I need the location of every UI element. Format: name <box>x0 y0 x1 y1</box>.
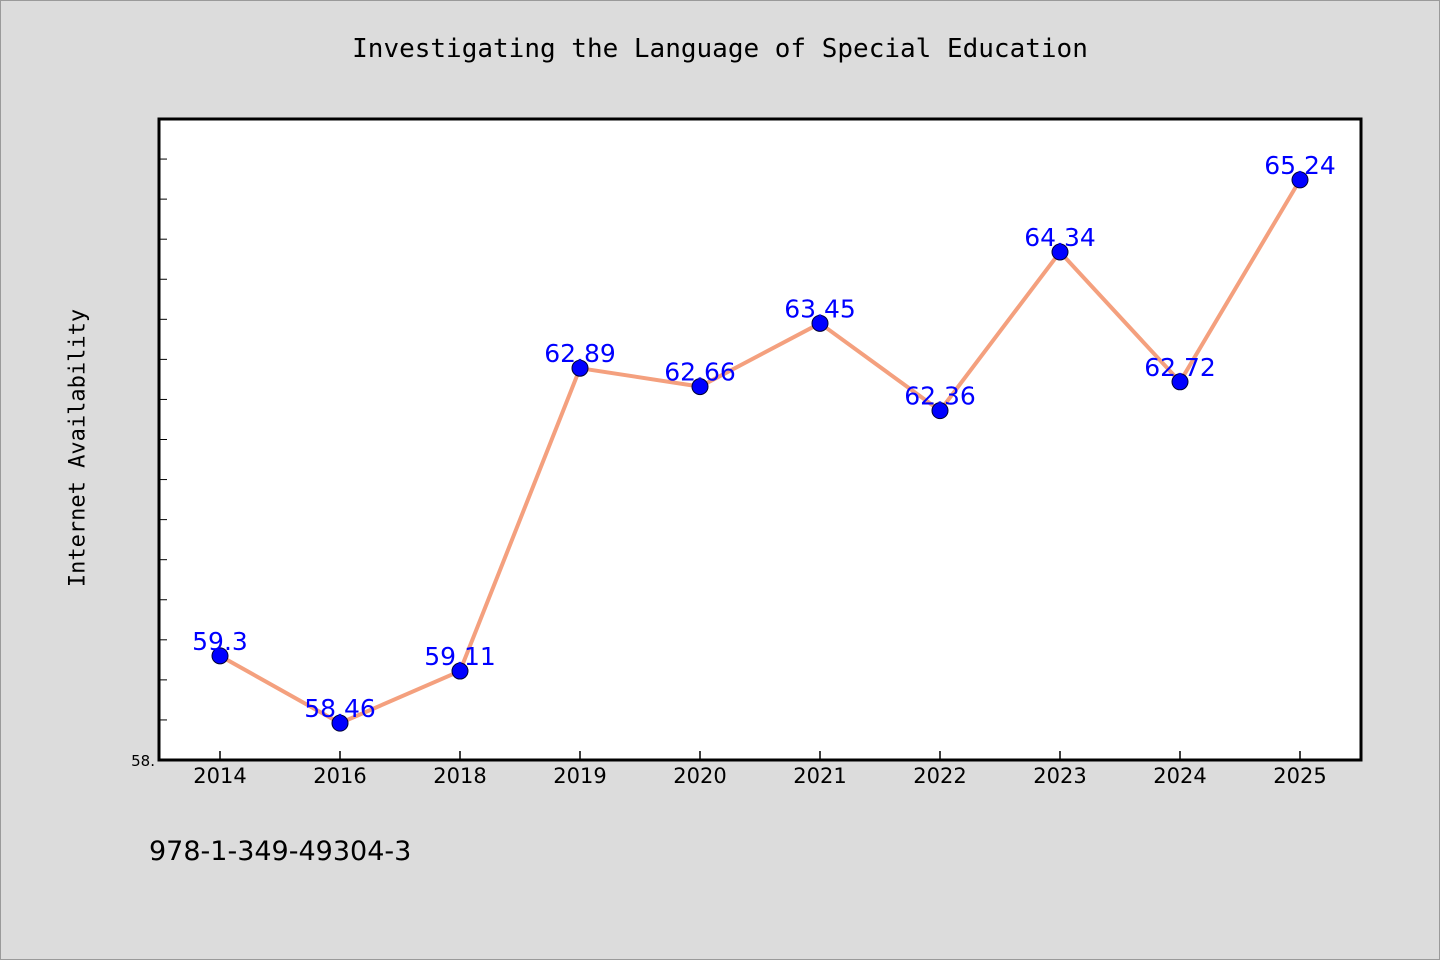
x-tick-label: 2019 <box>553 764 606 788</box>
x-axis-ticks: 2014 2016 2018 2019 2020 2021 2022 2023 2024 2025 <box>193 751 1327 788</box>
data-point <box>1051 243 1069 261</box>
data-point <box>691 378 709 396</box>
x-tick-label: 2014 <box>193 764 246 788</box>
data-point <box>451 662 469 680</box>
x-tick-label: 2018 <box>433 764 486 788</box>
footer-code: 978-1-349-49304-3 <box>149 836 412 867</box>
data-label: 64.34 <box>1024 223 1096 252</box>
x-tick-label: 2023 <box>1033 764 1086 788</box>
data-label: 59.3 <box>192 627 248 656</box>
x-tick-label: 2021 <box>793 764 846 788</box>
data-point <box>931 402 949 420</box>
data-point <box>1291 171 1309 189</box>
data-label: 62.89 <box>544 339 616 368</box>
x-tick-label: 2020 <box>673 764 726 788</box>
x-tick-label: 2022 <box>913 764 966 788</box>
data-label: 59.11 <box>424 642 496 671</box>
data-label: 62.72 <box>1144 353 1216 382</box>
plot-area <box>159 119 1361 760</box>
data-label: 63.45 <box>784 294 856 323</box>
data-point <box>211 647 229 665</box>
data-point <box>1171 373 1189 391</box>
plot-border <box>157 117 1363 762</box>
data-point <box>571 359 589 377</box>
series-layer: 59.3 58.46 59.11 62.89 62.66 63.45 62.36 64.34 6… <box>192 151 1336 732</box>
data-label: 62.66 <box>664 358 736 387</box>
x-tick-label: 2016 <box>313 764 366 788</box>
data-point <box>331 714 349 732</box>
chart-title: Investigating the Language of Special Ed… <box>352 34 1088 64</box>
x-tick-label: 2024 <box>1153 764 1206 788</box>
data-label: 58.46 <box>304 694 376 723</box>
data-label: 65.24 <box>1264 151 1336 180</box>
x-tick-label: 2025 <box>1273 764 1326 788</box>
data-point <box>811 314 829 332</box>
series-line <box>218 177 1302 726</box>
data-label: 62.36 <box>904 382 976 411</box>
y-tick-label: 58. <box>131 752 155 770</box>
